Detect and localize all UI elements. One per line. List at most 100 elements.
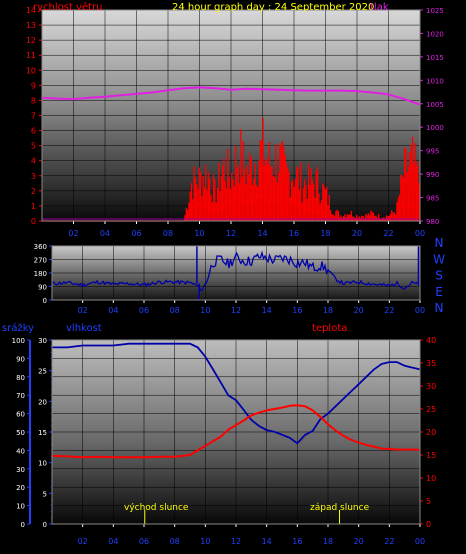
temperature-tick-label: 20 (426, 428, 436, 437)
x-tick-label: 14 (262, 537, 272, 546)
rain-axis-title: srážky (2, 322, 34, 334)
wind-speed-tick-label: 0 (31, 217, 36, 226)
pressure-tick-label: 1020 (426, 30, 444, 38)
wind-direction-grid (52, 246, 420, 300)
x-tick-label: 16 (289, 229, 299, 238)
pressure-tick-label: 1015 (426, 54, 444, 62)
wind-speed-tick-label: 1 (31, 202, 36, 211)
temperature-tick-label: 40 (426, 336, 436, 345)
pressure-tick-label: 1000 (426, 124, 444, 132)
wind-speed-tick-label: 7 (31, 112, 36, 121)
rain-tick-label: 70 (16, 392, 25, 400)
x-tick-label: 06 (131, 229, 141, 238)
humidity-tick-label: 5 (43, 490, 47, 498)
temperature-tick-label: 35 (426, 359, 436, 368)
wind-speed-tick-label: 14 (26, 6, 36, 15)
wind-speed-tick-label: 13 (26, 21, 36, 30)
pressure-tick-label: 1025 (426, 7, 444, 15)
rain-tick-label: 100 (12, 337, 25, 345)
wind-speed-tick-label: 12 (26, 36, 36, 45)
temperature-tick-label: 10 (426, 474, 436, 483)
wind-speed-tick-label: 3 (31, 172, 36, 181)
pressure-tick-label: 990 (426, 171, 439, 179)
pressure-tick-label: 995 (426, 148, 439, 156)
x-tick-label: 02 (78, 537, 88, 546)
wind-speed-tick-label: 8 (31, 96, 36, 105)
direction-tick-label: 90 (38, 284, 47, 292)
wind-speed-tick-label: 6 (31, 127, 36, 136)
x-tick-label: 06 (139, 537, 149, 546)
wind-speed-tick-label: 5 (31, 142, 36, 151)
sunrise-label: východ slunce (124, 503, 189, 513)
x-tick-label: 04 (108, 306, 118, 315)
compass-label: E (435, 285, 443, 299)
wind-direction-series (51, 246, 421, 300)
humidity-temperature-plot: 0102030405060708090100051015202530051015… (12, 336, 437, 546)
x-tick-label: 20 (354, 306, 364, 315)
x-tick-label: 12 (231, 537, 241, 546)
humidity-temperature-grid (52, 340, 420, 524)
compass-label: S (435, 269, 443, 283)
x-tick-label: 20 (354, 537, 364, 546)
x-tick-label: 10 (194, 229, 204, 238)
wind-speed-axis-title: rychlost větru (33, 1, 103, 13)
humidity-tick-label: 15 (38, 429, 47, 437)
pressure-tick-label: 1010 (426, 77, 444, 85)
humidity-tick-label: 10 (38, 460, 47, 468)
pressure-tick-label: 985 (426, 195, 439, 203)
humidity-line (52, 342, 421, 445)
compass-label: N (435, 301, 444, 315)
x-tick-label: 14 (262, 306, 272, 315)
x-tick-label: 04 (108, 537, 118, 546)
temperature-line (51, 404, 421, 459)
rain-tick-label: 20 (16, 484, 25, 492)
wind-speed-tick-label: 2 (31, 187, 36, 196)
wind-speed-tick-label: 10 (26, 66, 36, 75)
humidity-tick-label: 20 (38, 398, 47, 406)
rain-tick-label: 50 (16, 429, 25, 437)
rain-tick-label: 90 (16, 355, 25, 363)
humidity-axis-title: vlhkost (66, 323, 102, 334)
compass-label: W (433, 252, 445, 266)
x-tick-label: 00 (415, 537, 425, 546)
rain-tick-label: 80 (16, 374, 25, 382)
x-tick-label: 20 (352, 229, 362, 238)
x-tick-label: 18 (320, 229, 330, 238)
x-tick-label: 00 (415, 229, 425, 238)
x-tick-label: 08 (170, 306, 180, 315)
x-tick-label: 02 (78, 306, 88, 315)
x-tick-label: 22 (383, 229, 393, 238)
rain-tick-label: 0 (21, 521, 25, 529)
x-tick-label: 22 (384, 306, 394, 315)
x-tick-label: 04 (100, 229, 110, 238)
rain-tick-label: 10 (16, 503, 25, 511)
humidity-tick-label: 0 (43, 521, 47, 529)
pressure-line (41, 86, 421, 106)
temperature-tick-label: 0 (426, 520, 431, 529)
rain-tick-label: 30 (16, 466, 25, 474)
temperature-tick-label: 25 (426, 405, 436, 414)
x-tick-label: 10 (200, 537, 210, 546)
rain-tick-label: 60 (16, 411, 25, 419)
x-tick-label: 06 (139, 306, 149, 315)
x-tick-label: 18 (323, 537, 333, 546)
pressure-tick-label: 980 (426, 218, 439, 226)
pressure-axis-title: tlak (370, 2, 389, 13)
x-tick-label: 12 (231, 306, 241, 315)
temperature-axis-title: teplota (312, 323, 347, 334)
humidity-tick-label: 25 (38, 368, 47, 376)
wind-speed-tick-label: 11 (26, 51, 36, 60)
direction-tick-label: 270 (34, 257, 47, 265)
wind-pressure-plot: 0123456789101112131498098599099510001005… (26, 6, 444, 238)
sunset-label: západ slunce (310, 503, 370, 513)
x-tick-label: 18 (323, 306, 333, 315)
direction-tick-label: 360 (34, 243, 47, 251)
wind-direction-line (51, 250, 421, 292)
x-tick-label: 10 (200, 306, 210, 315)
x-tick-label: 08 (170, 537, 180, 546)
rain-tick-label: 40 (16, 447, 25, 455)
x-tick-label: 16 (292, 306, 302, 315)
